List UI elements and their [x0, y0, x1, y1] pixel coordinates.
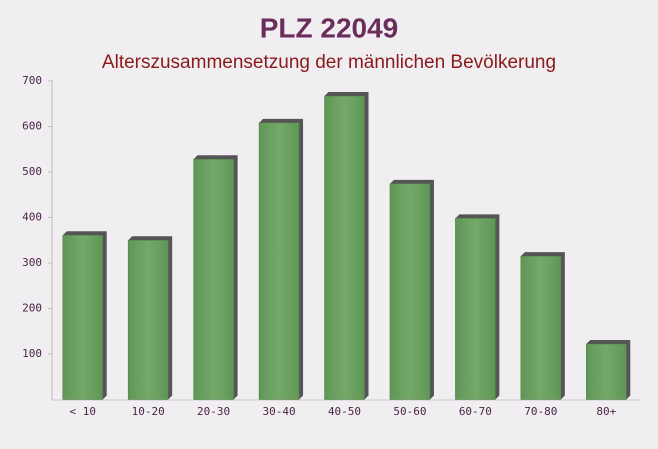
- chart-subtitle: Alterszusammensetzung der männlichen Bev…: [102, 52, 556, 73]
- x-tick-label: 70-80: [524, 405, 557, 418]
- y-tick-label: 100: [22, 347, 42, 360]
- bar: [127, 240, 169, 400]
- bar: [389, 183, 431, 400]
- y-tick-label: 300: [22, 256, 42, 269]
- x-tick-label: 60-70: [459, 405, 492, 418]
- bar: [455, 218, 496, 400]
- bar: [520, 255, 562, 400]
- x-tick-label: 30-40: [262, 405, 295, 418]
- bar: [258, 122, 300, 400]
- x-tick-label: 20-30: [197, 405, 230, 418]
- chart-title: PLZ 22049: [260, 12, 399, 43]
- y-tick-label: 500: [22, 165, 42, 178]
- y-tick-label: 400: [22, 211, 42, 224]
- x-tick-label: < 10: [69, 405, 96, 418]
- y-tick-label: 600: [22, 120, 42, 133]
- x-tick-label: 80+: [596, 405, 616, 418]
- x-tick-label: 50-60: [393, 405, 426, 418]
- y-tick-label: 700: [22, 74, 42, 87]
- x-tick-label: 40-50: [328, 405, 361, 418]
- bar: [193, 159, 234, 400]
- bar: [324, 95, 365, 400]
- y-tick-label: 200: [22, 302, 42, 315]
- x-tick-label: 10-20: [132, 405, 165, 418]
- bar: [62, 234, 103, 400]
- bar: [586, 343, 627, 400]
